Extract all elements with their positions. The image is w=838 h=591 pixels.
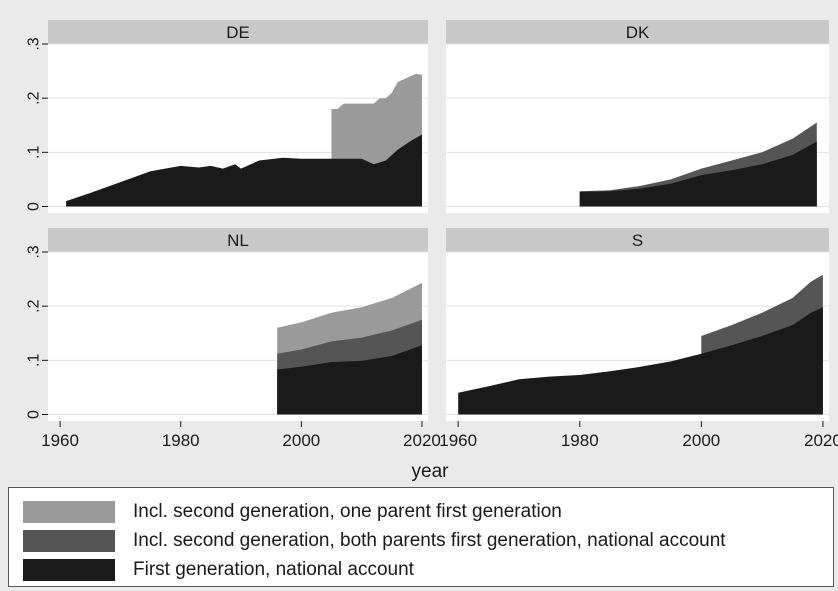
legend: Incl. second generation, one parent firs… xyxy=(8,487,834,587)
xtick-label-s-0: 1960 xyxy=(439,431,477,450)
xtick-label-s-1: 1980 xyxy=(561,431,599,450)
area-dk-series-2 xyxy=(579,141,817,207)
panel-label-de: DE xyxy=(226,23,250,42)
ytick-label-de-2: .2 xyxy=(26,91,43,104)
area-s-series-2 xyxy=(458,307,823,415)
panel-dk: DK xyxy=(446,20,829,213)
ytick-label-nl-2: .2 xyxy=(26,299,43,312)
xtick-label-nl-3: 2020 xyxy=(403,431,441,450)
ytick-label-nl-1: .1 xyxy=(26,354,43,367)
legend-label-both-parents: Incl. second generation, both parents fi… xyxy=(133,530,726,551)
panel-de: DE 0 .1 .2 .3 xyxy=(26,20,428,213)
xtick-label-nl-2: 2000 xyxy=(282,431,320,450)
legend-item-first-generation: First generation, national account xyxy=(23,557,414,583)
panel-strip-de xyxy=(48,20,428,44)
panel-strip-dk xyxy=(446,20,829,44)
panel-label-nl: NL xyxy=(227,231,249,250)
ytick-label-de-0: 0 xyxy=(26,202,43,211)
ytick-label-de-3: .3 xyxy=(26,37,43,50)
area-nl-series-2 xyxy=(277,345,422,415)
x-axis-label: year xyxy=(412,461,450,482)
panels: DE 0 .1 .2 .3 DK NL 0 .1 .2 .3 S xyxy=(26,20,829,421)
legend-swatch-both-parents xyxy=(23,530,115,552)
legend-swatch-one-parent xyxy=(23,501,115,523)
panel-nl: NL 0 .1 .2 .3 xyxy=(26,228,428,421)
xtick-label-s-3: 2020 xyxy=(804,431,838,450)
area-de-series-2 xyxy=(66,134,422,207)
legend-swatch-first-generation xyxy=(23,559,115,581)
legend-item-both-parents: Incl. second generation, both parents fi… xyxy=(23,528,726,554)
ytick-label-de-1: .1 xyxy=(26,146,43,159)
legend-label-first-generation: First generation, national account xyxy=(133,559,414,580)
panel-s: S xyxy=(446,228,829,421)
panel-label-s: S xyxy=(632,231,643,250)
ytick-label-nl-0: 0 xyxy=(26,410,43,419)
xtick-label-s-2: 2000 xyxy=(682,431,720,450)
ytick-label-nl-3: .3 xyxy=(26,245,43,258)
xtick-label-nl-1: 1980 xyxy=(162,431,200,450)
panel-strip-nl xyxy=(48,228,428,252)
panel-strip-s xyxy=(446,228,829,252)
panel-label-dk: DK xyxy=(626,23,650,42)
legend-label-one-parent: Incl. second generation, one parent firs… xyxy=(133,501,562,522)
xtick-label-nl-0: 1960 xyxy=(41,431,79,450)
legend-item-one-parent: Incl. second generation, one parent firs… xyxy=(23,499,562,525)
